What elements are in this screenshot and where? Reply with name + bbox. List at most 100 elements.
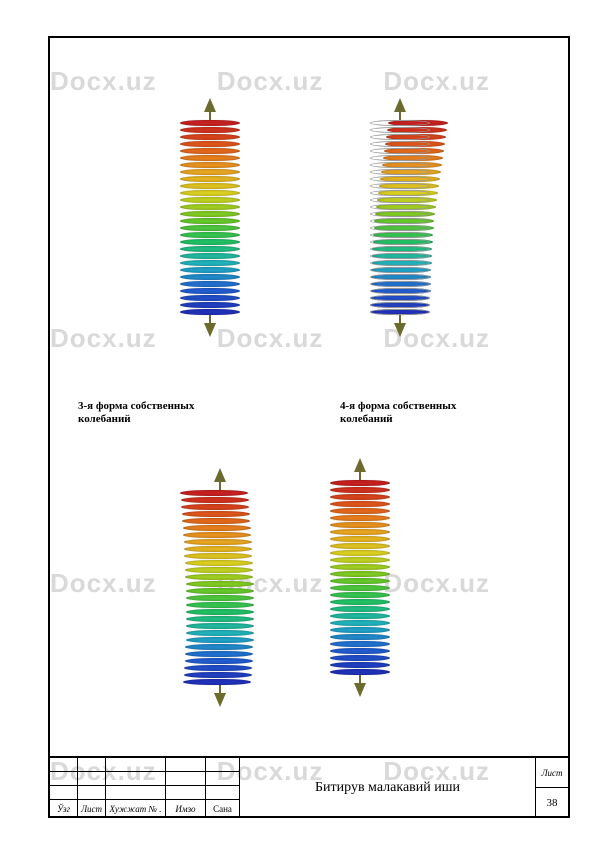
mesh-ring <box>370 274 430 280</box>
tb-col-sana: Сана <box>206 758 240 818</box>
coil-ring <box>186 637 254 643</box>
tb-header: Лист <box>78 800 106 818</box>
axis-arrow-up-icon <box>354 458 366 472</box>
mesh-ring <box>370 295 430 301</box>
caption-line: 4-я форма собственных <box>340 400 456 413</box>
caption-form-4: 4-я форма собственных колебаний <box>340 400 456 426</box>
coil-ring <box>180 204 240 210</box>
coil-ring <box>183 679 251 685</box>
tb-col-imzo: Имзо <box>166 758 206 818</box>
mesh-ring <box>370 246 430 252</box>
caption-form-3: 3-я форма собственных колебаний <box>78 400 194 426</box>
tb-sheet-label: Лист <box>536 758 568 788</box>
coil-ring <box>185 567 253 573</box>
caption-line: 3-я форма собственных <box>78 400 194 413</box>
coil-ring <box>185 574 253 580</box>
coil-ring <box>180 246 240 252</box>
coil-ring <box>180 225 240 231</box>
page-frame: Docx.uzDocx.uzDocx.uzDocx.uzDocx.uzDocx.… <box>48 36 570 818</box>
axis-stem <box>359 675 361 683</box>
coil-ring <box>185 651 253 657</box>
axis-arrow-down-icon <box>204 323 216 337</box>
axis-stem <box>399 112 401 120</box>
tb-sheet-col: Лист 38 <box>536 758 568 818</box>
coil-ring <box>182 518 250 524</box>
coil-ring <box>186 595 254 601</box>
mode-shape-figure <box>360 98 440 337</box>
coil-ring <box>330 662 390 668</box>
mesh-ring <box>370 281 430 287</box>
coil-ring <box>180 260 240 266</box>
coil-ring <box>186 623 254 629</box>
watermark-row: Docx.uzDocx.uzDocx.uz <box>50 66 550 97</box>
coil-ring <box>186 609 254 615</box>
mesh-ring <box>370 309 430 315</box>
coil-ring <box>180 490 248 496</box>
coil-ring <box>180 162 240 168</box>
mesh-ring <box>370 260 430 266</box>
coil-ring <box>186 630 254 636</box>
axis-arrow-up-icon <box>394 98 406 112</box>
coil-ring <box>185 560 253 566</box>
coil-ring <box>330 557 390 563</box>
coil-ring <box>184 665 252 671</box>
coil-ring <box>184 553 252 559</box>
coil-ring <box>180 211 240 217</box>
coil-ring <box>330 529 390 535</box>
mesh-ring <box>370 176 430 182</box>
axis-arrow-up-icon <box>214 468 226 482</box>
content-area: Docx.uzDocx.uzDocx.uzDocx.uzDocx.uzDocx.… <box>50 38 568 756</box>
coil-ring <box>186 616 254 622</box>
mesh-ring <box>370 190 430 196</box>
watermark-text: Docx.uz <box>217 66 324 96</box>
coil-ring <box>330 592 390 598</box>
coil-ring <box>330 571 390 577</box>
coil-ring <box>330 599 390 605</box>
coil-ring <box>183 532 251 538</box>
coil-ring <box>330 515 390 521</box>
coil-ring <box>330 564 390 570</box>
coil-ring <box>330 494 390 500</box>
title-block: Ўзг Лист Хужжат № . Имзо Сана Битирув ма… <box>50 756 568 816</box>
coil-stack <box>320 480 400 675</box>
mesh-ring <box>370 232 430 238</box>
tb-header: Хужжат № . <box>106 800 166 818</box>
coil-ring <box>330 522 390 528</box>
mesh-ring <box>370 162 430 168</box>
coil-ring <box>180 274 240 280</box>
coil-ring <box>181 497 249 503</box>
coil-ring <box>180 127 240 133</box>
tb-col-list: Лист <box>78 758 106 818</box>
coil-ring <box>330 501 390 507</box>
mesh-ring <box>370 211 430 217</box>
mesh-ring <box>370 239 430 245</box>
coil-ring <box>330 536 390 542</box>
mesh-ring <box>370 204 430 210</box>
coil-ring <box>180 134 240 140</box>
mesh-ring <box>370 183 430 189</box>
coil-ring <box>330 655 390 661</box>
mesh-ring <box>370 127 430 133</box>
coil-ring <box>180 197 240 203</box>
watermark-row: Docx.uzDocx.uzDocx.uz <box>50 323 550 354</box>
tb-header: Сана <box>206 800 240 818</box>
coil-stack <box>180 490 260 685</box>
coil-ring <box>330 627 390 633</box>
axis-arrow-up-icon <box>204 98 216 112</box>
mesh-ring <box>370 141 430 147</box>
mesh-ring <box>370 288 430 294</box>
coil-ring <box>330 634 390 640</box>
tb-header: Ўзг <box>50 800 78 818</box>
coil-ring <box>180 239 240 245</box>
coil-ring <box>180 148 240 154</box>
axis-stem <box>219 685 221 693</box>
coil-ring <box>185 658 253 664</box>
axis-arrow-down-icon <box>354 683 366 697</box>
coil-ring <box>180 141 240 147</box>
watermark-text: Docx.uz <box>50 66 157 96</box>
coil-ring <box>330 585 390 591</box>
mesh-ring <box>370 302 430 308</box>
axis-stem <box>399 315 401 323</box>
coil-ring <box>180 309 240 315</box>
mesh-ring <box>370 225 430 231</box>
